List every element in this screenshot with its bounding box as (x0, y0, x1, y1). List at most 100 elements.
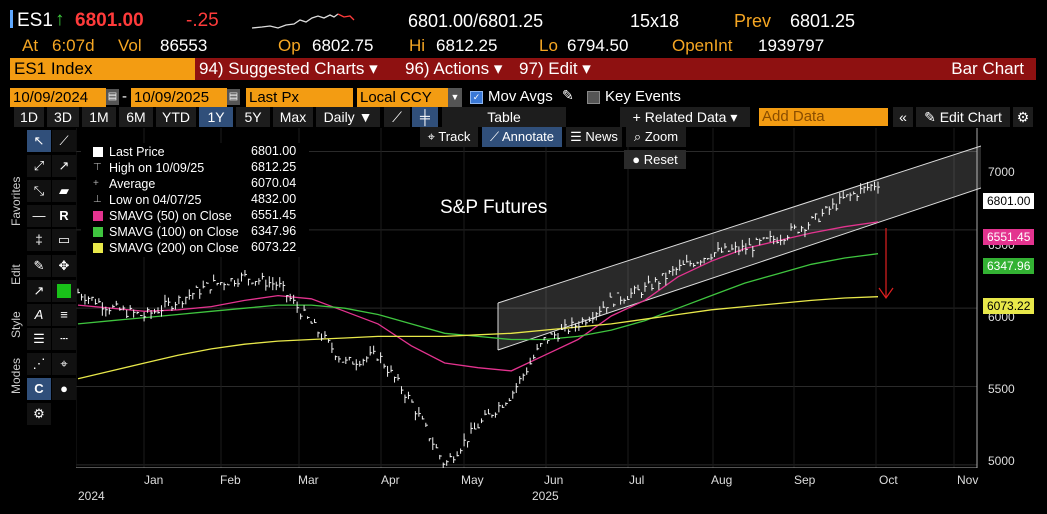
horizontal-line-icon[interactable]: — (27, 205, 51, 227)
field-selector[interactable]: Last Px (246, 88, 353, 107)
actions-menu[interactable]: 96) Actions ▾ (401, 58, 515, 80)
line-weight-icon[interactable]: ☰ (27, 328, 51, 350)
currency-selector[interactable]: Local CCY (357, 88, 448, 107)
mov-avgs-checkbox[interactable]: ✓ (470, 91, 483, 104)
prev-value: 6801.25 (790, 11, 856, 31)
range-1d-button[interactable]: 1D (14, 107, 44, 127)
edit-menu[interactable]: 97) Edit ▾ (515, 58, 602, 80)
cursor-icon[interactable]: ↖ (27, 130, 51, 152)
annotate-button[interactable]: ⟋ Annotate (482, 127, 562, 147)
side-tab-edit[interactable]: Edit (9, 264, 23, 286)
low-value: 6794.50 (567, 36, 629, 55)
pencil-icon: ✎ (924, 109, 936, 125)
legend-swatch (93, 211, 103, 221)
suggested-charts-menu[interactable]: 94) Suggested Charts ▾ (195, 58, 401, 80)
line-style-icon[interactable]: ≡ (52, 304, 76, 326)
rectangle-icon[interactable]: ▭ (52, 229, 76, 251)
quote-header: ES1 ↑ 6801.00 -.25 6801.00/6801.25 15x18… (0, 0, 1047, 56)
extend-line-icon[interactable]: ⤡ (27, 180, 51, 202)
x-tick: Apr (381, 473, 400, 487)
zoom-label: Zoom (644, 129, 679, 144)
legend-swatch (93, 243, 103, 253)
news-button[interactable]: ☰ News (566, 127, 622, 147)
ray-icon[interactable]: ↗ (52, 155, 76, 177)
trend-channel-upper (497, 145, 981, 304)
zoom-button[interactable]: ⌕ Zoom (626, 127, 686, 147)
bar-chart-icon[interactable]: ╪ (412, 107, 438, 127)
legend-row-sma50: SMAVG (50) on Close (93, 208, 232, 224)
down-arrow-head (878, 287, 894, 300)
y-tick: 5000 (988, 454, 1015, 468)
side-tab-favorites[interactable]: Favorites (9, 176, 23, 226)
channel-icon[interactable]: ▰ (52, 180, 76, 202)
sma50-tag: 6551.45 (983, 229, 1035, 245)
legend-label: SMAVG (100) on Close (109, 225, 239, 239)
move-icon[interactable]: ✥ (52, 255, 76, 277)
legend-value: 6070.04 (251, 176, 297, 190)
line-chart-icon[interactable]: ⟋ (384, 107, 410, 127)
collapse-icon[interactable]: « (893, 107, 913, 127)
at-label: At (22, 36, 39, 55)
series-line-sma200 (77, 296, 879, 380)
calendar-icon[interactable]: ▤ (106, 89, 119, 105)
x-tick: Aug (711, 473, 733, 487)
start-date-field[interactable]: 10/09/2024 (10, 88, 106, 107)
last-price-tag: 6801.00 (983, 193, 1035, 209)
color-swatch-icon[interactable] (52, 280, 76, 302)
news-label: News (585, 129, 618, 144)
text-tool-icon[interactable]: R (52, 205, 76, 227)
year-label: 2024 (78, 489, 105, 503)
end-date-field[interactable]: 10/09/2025 (131, 88, 227, 107)
ticker: ES1 (17, 10, 53, 31)
add-data-input[interactable]: Add Data (759, 108, 888, 126)
table-button[interactable]: Table (442, 107, 566, 127)
legend-row-low: ⊥ Low on 04/07/25 (93, 192, 201, 208)
chart-area[interactable] (76, 128, 981, 468)
gear-icon[interactable]: ⚙ (1013, 107, 1033, 127)
legend-swatch (93, 147, 103, 157)
dotted-line-icon[interactable]: ⋰ (27, 353, 51, 375)
fib-icon[interactable]: ‡ (27, 229, 51, 251)
pencil-icon[interactable]: ✎ (562, 87, 574, 103)
font-icon[interactable]: A (27, 304, 51, 326)
range-6m-button[interactable]: 6M (119, 107, 153, 127)
x-tick: Sep (794, 473, 816, 487)
pencil-icon: ⟋ (489, 129, 500, 144)
frequency-dropdown[interactable]: Daily ▼ (316, 107, 380, 127)
palette-icon[interactable]: ● (52, 378, 76, 400)
legend-row-sma100: SMAVG (100) on Close (93, 224, 239, 240)
edit-chart-label: Edit Chart (939, 109, 1002, 125)
arrow-tool-icon[interactable]: ↗ (27, 280, 51, 302)
reset-button[interactable]: ● Reset (624, 150, 686, 169)
range-3d-button[interactable]: 3D (47, 107, 79, 127)
trend-channel-lower (497, 187, 981, 351)
range-1y-button[interactable]: 1Y (199, 107, 233, 127)
range-max-button[interactable]: Max (273, 107, 313, 127)
key-events-checkbox[interactable] (587, 91, 600, 104)
crosshair-icon[interactable]: ⌖ (52, 353, 76, 375)
x-tick: Jul (629, 473, 645, 487)
trend-line-icon[interactable]: ⤢ (27, 155, 51, 177)
brush-icon[interactable]: ✎ (27, 255, 51, 277)
dash-style-icon[interactable]: ┄ (52, 328, 76, 350)
crosshair-icon: ⌖ (427, 129, 435, 144)
range-ytd-button[interactable]: YTD (156, 107, 196, 127)
track-button[interactable]: ⌖ Track (420, 127, 478, 147)
related-data-menu[interactable]: + Related Data ▾ (620, 107, 750, 127)
settings-icon[interactable]: ⚙ (27, 403, 51, 425)
range-1m-button[interactable]: 1M (82, 107, 116, 127)
mov-avgs-label: Mov Avgs (488, 88, 553, 105)
edit-chart-button[interactable]: ✎ Edit Chart (916, 107, 1010, 127)
chevron-down-icon[interactable]: ▼ (448, 88, 462, 107)
line-tool-icon[interactable]: ⟋ (52, 130, 76, 152)
calendar-icon[interactable]: ▤ (227, 89, 240, 105)
mode-c-icon[interactable]: C (27, 378, 51, 400)
last-price: 6801.00 (75, 10, 144, 31)
side-tab-style[interactable]: Style (9, 311, 23, 339)
vol-value: 86553 (160, 36, 208, 55)
high-value: 6812.25 (436, 36, 498, 55)
security-field[interactable]: ES1 Index (10, 58, 195, 80)
side-tab-modes[interactable]: Modes (9, 357, 23, 395)
chart-annotation: S&P Futures (440, 197, 548, 218)
range-5y-button[interactable]: 5Y (236, 107, 270, 127)
